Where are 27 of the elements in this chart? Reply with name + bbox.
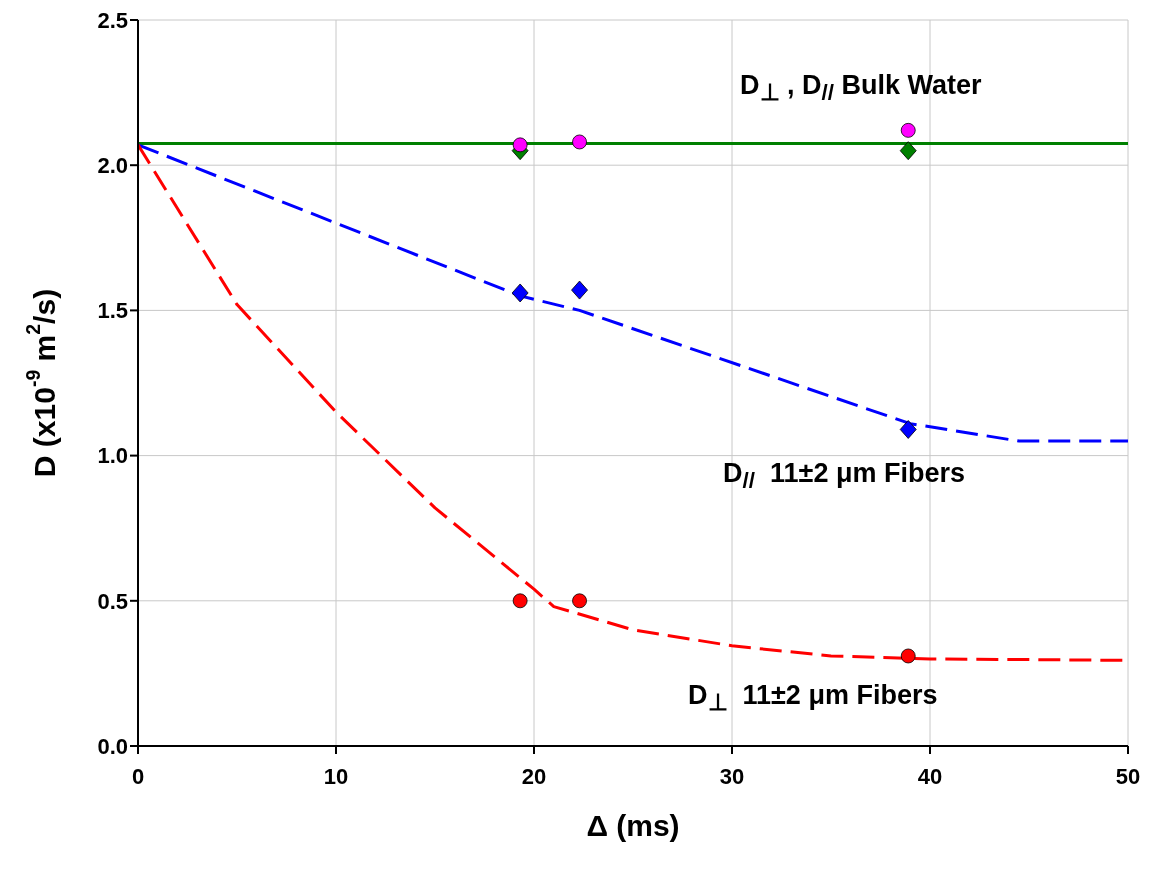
x-axis-title: Δ (ms) — [586, 809, 680, 842]
y-tick-label: 0.0 — [97, 733, 128, 759]
point — [899, 141, 917, 161]
y-tick-label: 2.0 — [97, 153, 128, 179]
point — [512, 593, 528, 609]
y-tick-label: 1.5 — [97, 298, 128, 324]
x-tick-label: 50 — [1115, 763, 1141, 789]
x-tick-label: 20 — [521, 763, 547, 789]
x-tick-label: 30 — [719, 763, 745, 789]
point — [572, 593, 587, 609]
point — [511, 283, 529, 303]
line-series — [138, 143, 1128, 443]
point — [899, 420, 917, 439]
annotation: D$_{⊥}$ , D$_{//}$ Bulk Water — [740, 70, 982, 107]
point — [512, 137, 528, 153]
y-tick-label: 1.0 — [97, 443, 128, 469]
x-tick-label: 10 — [323, 763, 349, 789]
point — [900, 122, 916, 138]
x-tick-label: 40 — [917, 763, 943, 789]
point — [572, 134, 587, 150]
point — [900, 648, 916, 664]
point — [571, 280, 588, 300]
annotation: D$_{⊥}$ 11±2 μm Fibers — [688, 680, 938, 717]
annotation: D$_{//}$ 11±2 μm Fibers — [723, 458, 965, 495]
y-tick-label: 0.5 — [97, 588, 128, 614]
x-tick-label: 0 — [131, 763, 145, 789]
y-tick-label: 2.5 — [97, 7, 128, 33]
